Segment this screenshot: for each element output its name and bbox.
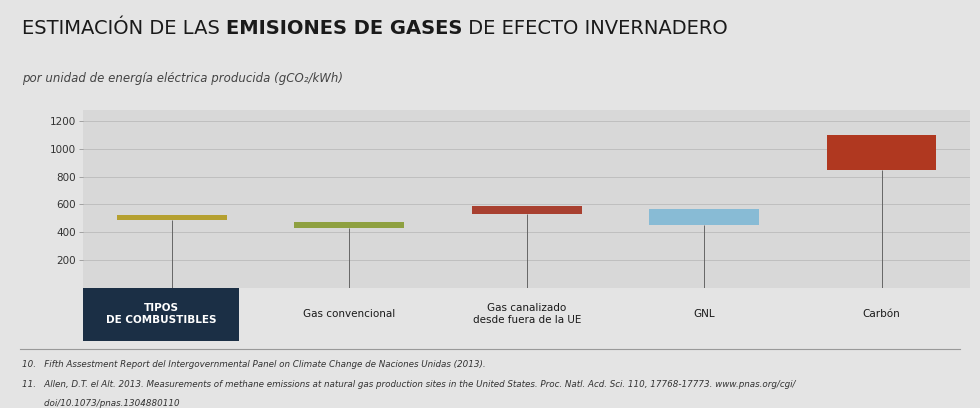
- Text: DE EFECTO INVERNADERO: DE EFECTO INVERNADERO: [462, 19, 728, 38]
- Text: Gas canalizado
desde fuera de la UE: Gas canalizado desde fuera de la UE: [472, 303, 581, 325]
- Text: Gas convencional: Gas convencional: [303, 309, 396, 319]
- Bar: [826, 135, 937, 170]
- Text: TIPOS
DE COMBUSTIBLES: TIPOS DE COMBUSTIBLES: [106, 304, 217, 325]
- Bar: [83, 288, 239, 341]
- Bar: [471, 206, 582, 214]
- Bar: [117, 215, 227, 220]
- Bar: [294, 222, 405, 228]
- Text: Gas no convencional: Gas no convencional: [118, 309, 226, 319]
- Text: ESTIMACIÓN DE LAS: ESTIMACIÓN DE LAS: [22, 19, 225, 38]
- Text: doi/10.1073/pnas.1304880110: doi/10.1073/pnas.1304880110: [22, 399, 179, 408]
- Text: por unidad de energía eléctrica producida (gCO₂/kWh): por unidad de energía eléctrica producid…: [22, 72, 343, 85]
- Text: 10.   Fifth Assestment Report del Intergovernmental Panel on Climate Change de N: 10. Fifth Assestment Report del Intergov…: [22, 359, 485, 368]
- Text: EMISIONES DE GASES: EMISIONES DE GASES: [225, 19, 462, 38]
- Text: Carbón: Carbón: [862, 309, 901, 319]
- Text: 11.   Allen, D.T. el Alt. 2013. Measurements of methane emissions at natural gas: 11. Allen, D.T. el Alt. 2013. Measuremen…: [22, 380, 795, 389]
- Text: GNL: GNL: [693, 309, 715, 319]
- Bar: [649, 209, 760, 225]
